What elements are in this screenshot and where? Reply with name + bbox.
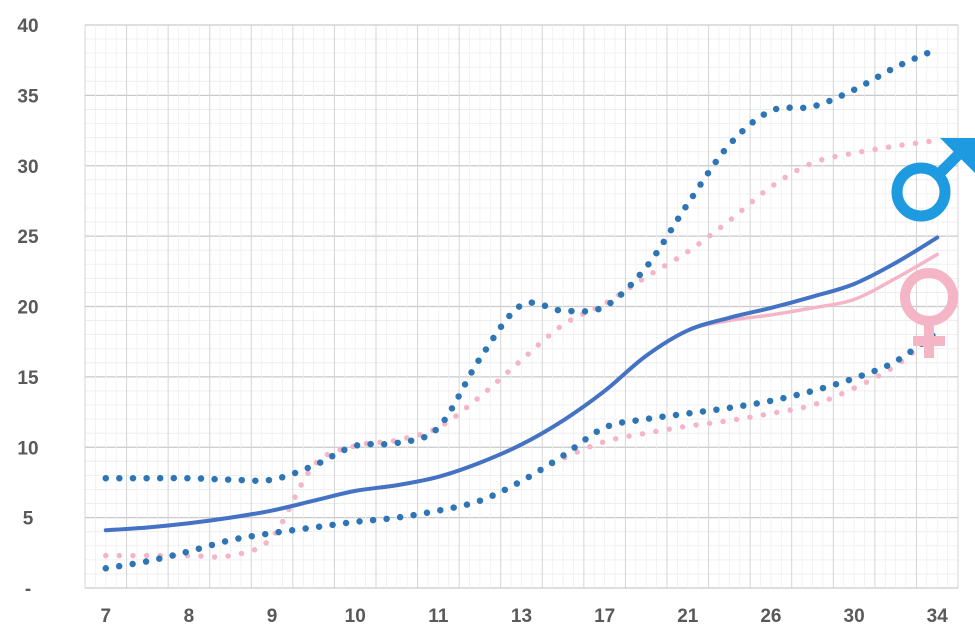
y-tick-label: - (25, 579, 31, 600)
y-tick-label: 15 (17, 368, 39, 389)
y-tick-label: 30 (17, 157, 38, 178)
x-tick-label: 30 (844, 606, 865, 627)
x-axis-labels: 7 8 9 10 11 13 17 21 26 30 34 (100, 606, 948, 627)
x-tick-label: 26 (760, 606, 781, 627)
x-tick-label: 17 (594, 606, 615, 627)
x-tick-label: 7 (100, 606, 111, 627)
x-tick-label: 34 (927, 606, 949, 627)
percentile-dotted-line (103, 137, 940, 560)
y-tick-label: 20 (17, 298, 38, 319)
median-line (103, 235, 940, 533)
x-tick-label: 8 (184, 606, 195, 627)
y-tick-label: 25 (17, 227, 39, 248)
y-tick-label: 40 (17, 16, 38, 37)
series-group (102, 45, 941, 572)
x-tick-label: 21 (677, 606, 699, 627)
male-symbol-icon (891, 138, 975, 222)
percentile-dotted-line (102, 45, 941, 484)
female-symbol-icon (900, 268, 958, 358)
x-tick-label: 9 (267, 606, 278, 627)
x-tick-label: 11 (428, 606, 449, 627)
x-tick-label: 10 (345, 606, 366, 627)
y-axis-labels: - 5 10 15 20 25 30 35 40 (17, 16, 39, 600)
y-tick-label: 5 (23, 509, 34, 530)
x-tick-label: 13 (511, 606, 532, 627)
y-tick-label: 10 (17, 438, 38, 459)
y-tick-label: 35 (17, 86, 39, 107)
